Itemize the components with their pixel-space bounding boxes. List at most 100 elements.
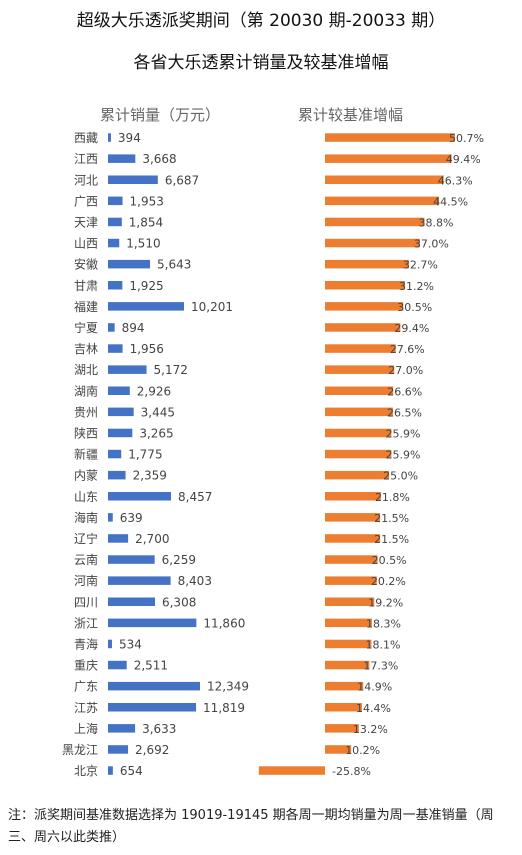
- province-label: 海南: [74, 510, 98, 525]
- province-label: 湖北: [74, 362, 98, 377]
- province-bar-chart: 西藏 394 江西 3,668 河北 6,687 广西 1,953 天津 1,854 山西 1,510…: [62, 131, 484, 778]
- growth-bar: [325, 238, 420, 248]
- sales-bar: [108, 555, 155, 564]
- growth-bar: [325, 470, 390, 480]
- sales-bar: [108, 428, 133, 438]
- province-label: 辽宁: [74, 531, 98, 546]
- growth-bar: [325, 175, 444, 184]
- growth-value-label: 46.3%: [438, 174, 473, 187]
- chart-title: 超级大乐透派奖期间（第 20030 期-20033 期）: [76, 11, 446, 31]
- growth-value-label: 20.5%: [372, 554, 407, 567]
- growth-bar: [325, 344, 396, 353]
- sales-value-label: 8,457: [178, 490, 212, 504]
- growth-value-label: 30.5%: [397, 301, 432, 314]
- growth-bar: [325, 281, 405, 290]
- growth-value-label: 20.2%: [371, 575, 406, 588]
- sales-bar: [108, 681, 200, 691]
- sales-bar: [108, 745, 129, 754]
- sales-value-label: 2,926: [137, 384, 171, 398]
- sales-bar: [108, 407, 134, 417]
- sales-bar: [108, 154, 136, 163]
- growth-bar: [325, 365, 395, 374]
- growth-value-label: 32.7%: [403, 259, 438, 272]
- province-label: 山西: [74, 237, 98, 251]
- sales-bar: [108, 766, 113, 775]
- growth-bar: [325, 597, 375, 606]
- growth-value-label: 19.2%: [368, 596, 403, 609]
- growth-bar: [325, 513, 381, 522]
- province-label: 吉林: [74, 342, 98, 356]
- growth-bar: [325, 534, 381, 543]
- province-label: 河北: [74, 173, 98, 187]
- sales-bar: [108, 513, 113, 522]
- sales-value-label: 3,668: [142, 152, 176, 166]
- sales-bar: [108, 660, 127, 670]
- growth-bar: [325, 217, 425, 227]
- growth-value-label: 14.9%: [357, 681, 392, 694]
- growth-bar: [325, 133, 455, 142]
- sales-value-label: 8,403: [178, 574, 212, 588]
- sales-value-label: 2,511: [134, 659, 168, 673]
- growth-value-label: 25.9%: [385, 427, 420, 440]
- growth-value-label: 44.5%: [433, 195, 468, 208]
- sales-value-label: 1,956: [130, 342, 164, 356]
- sales-bar: [108, 175, 158, 184]
- growth-value-label: 25.9%: [385, 449, 420, 462]
- sales-value-label: 1,775: [128, 448, 162, 462]
- growth-value-label: 13.2%: [353, 723, 388, 736]
- province-label: 甘肃: [74, 279, 98, 293]
- sales-value-label: 894: [122, 321, 145, 335]
- province-label: 青海: [74, 636, 98, 651]
- sales-value-label: 5,172: [154, 363, 188, 377]
- growth-bar: [325, 745, 352, 754]
- province-label: 重庆: [74, 659, 98, 673]
- sales-value-label: 1,953: [130, 194, 164, 208]
- province-label: 江西: [74, 152, 98, 166]
- sales-value-label: 6,308: [162, 595, 196, 609]
- growth-value-label: 21.5%: [374, 533, 409, 546]
- growth-bar: [325, 660, 370, 670]
- province-label: 安徽: [74, 257, 98, 272]
- sales-bar: [108, 302, 184, 311]
- sales-bar: [108, 576, 171, 585]
- sales-value-label: 1,510: [126, 237, 160, 251]
- growth-bar: [325, 724, 359, 733]
- province-label: 广东: [74, 680, 98, 694]
- sales-value-label: 1,854: [129, 215, 163, 229]
- growth-value-label: 26.5%: [387, 406, 422, 419]
- growth-value-label: 29.4%: [394, 322, 429, 335]
- province-label: 陕西: [74, 425, 98, 440]
- province-label: 广西: [74, 194, 98, 208]
- growth-bar: [325, 154, 452, 163]
- sales-value-label: 11,860: [203, 616, 245, 630]
- sales-bar: [108, 724, 136, 733]
- growth-bar: [325, 259, 409, 269]
- sales-value-label: 394: [118, 131, 141, 145]
- province-label: 四川: [74, 595, 98, 609]
- sales-bar: [108, 365, 147, 374]
- sales-bar: [108, 133, 111, 142]
- growth-value-label: 26.6%: [387, 385, 422, 398]
- sales-value-label: 2,692: [135, 743, 169, 757]
- province-label: 北京: [74, 764, 98, 778]
- sales-bar: [108, 344, 123, 353]
- growth-bar: [325, 639, 372, 649]
- growth-value-label: 14.4%: [356, 702, 391, 715]
- growth-bar: [325, 555, 378, 564]
- province-label: 山东: [74, 490, 98, 504]
- growth-value-label: 50.7%: [449, 132, 484, 145]
- sales-bar: [108, 449, 122, 459]
- sales-bar: [108, 470, 126, 480]
- sales-bar: [108, 259, 151, 269]
- sales-value-label: 10,201: [191, 300, 233, 314]
- province-label: 内蒙: [74, 469, 98, 483]
- sales-bar: [108, 281, 123, 290]
- growth-bar: [325, 449, 392, 459]
- province-label: 贵州: [74, 405, 98, 419]
- growth-value-label: -25.8%: [332, 765, 371, 778]
- sales-bar: [108, 386, 130, 395]
- growth-value-label: 37.0%: [414, 238, 449, 251]
- province-label: 福建: [74, 299, 98, 314]
- growth-value-label: 17.3%: [363, 660, 398, 673]
- sales-bar: [108, 534, 129, 543]
